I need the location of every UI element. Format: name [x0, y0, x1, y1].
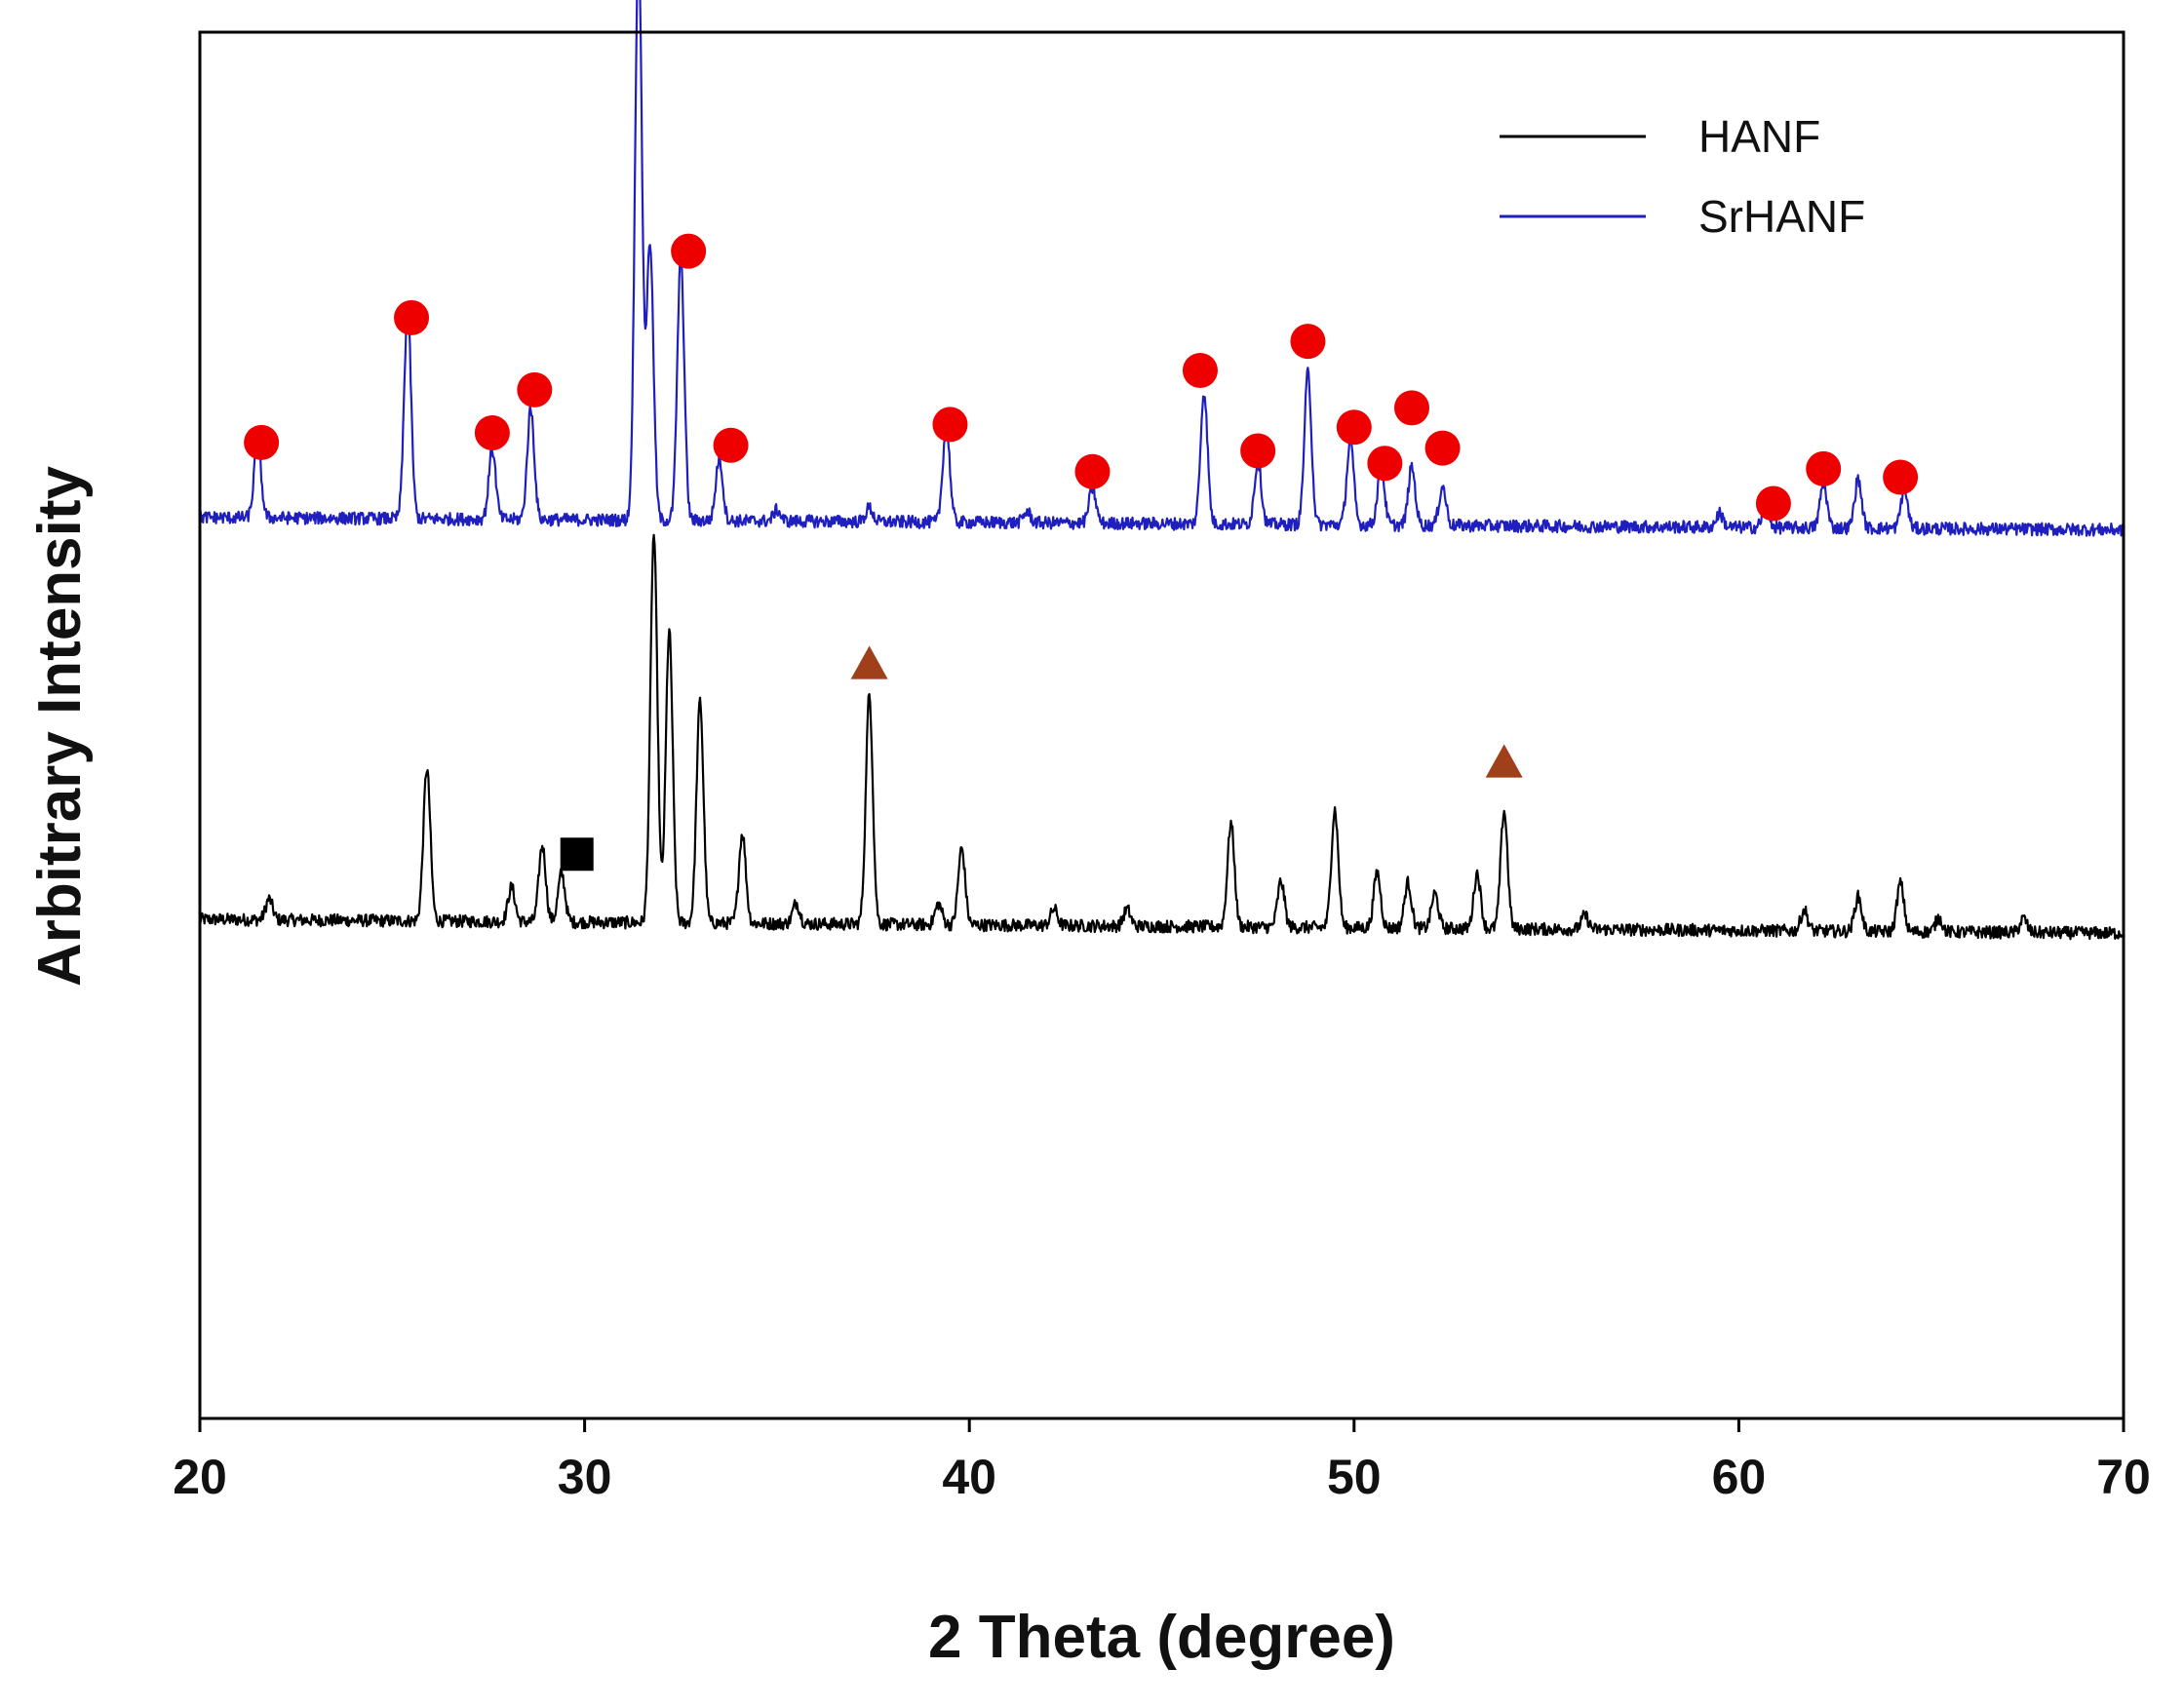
circle-marker — [1393, 390, 1429, 426]
circle-marker — [1755, 485, 1791, 522]
circle-marker — [1182, 352, 1218, 388]
square-marker — [560, 837, 594, 872]
circle-marker — [1290, 324, 1326, 360]
x-tick-label: 30 — [558, 1450, 612, 1504]
x-tick-label: 50 — [1327, 1450, 1382, 1504]
legend-label-srhanf: SrHANF — [1698, 191, 1865, 242]
circle-marker — [517, 371, 553, 407]
x-tick-label: 60 — [1712, 1450, 1767, 1504]
circle-marker — [1883, 459, 1919, 495]
series-line-hanf — [198, 533, 2126, 941]
circle-marker — [932, 407, 968, 443]
circle-marker — [394, 299, 430, 335]
triangle-marker — [1485, 744, 1523, 778]
y-axis-title: Arbitrary Intensity — [26, 465, 94, 987]
marker-layer — [244, 233, 1919, 872]
legend: HANF SrHANF — [1500, 111, 1865, 242]
circle-marker — [671, 233, 707, 269]
x-axis-ticks: 20 30 40 50 60 70 — [173, 1418, 2151, 1504]
circle-marker — [713, 427, 749, 463]
plot-area-frame — [198, 30, 2126, 1420]
circle-marker — [244, 424, 280, 460]
circle-marker — [1424, 430, 1461, 466]
legend-label-hanf: HANF — [1698, 111, 1820, 162]
circle-marker — [1806, 450, 1842, 486]
circle-marker — [474, 414, 510, 450]
triangle-marker — [850, 645, 888, 679]
series-line-srhanf — [198, 0, 2126, 537]
circle-marker — [1336, 409, 1372, 446]
circle-marker — [1240, 433, 1276, 469]
x-tick-label: 20 — [173, 1450, 227, 1504]
circle-marker — [1367, 446, 1403, 482]
x-tick-label: 40 — [942, 1450, 996, 1504]
x-tick-label: 70 — [2096, 1450, 2151, 1504]
x-axis-title: 2 Theta (degree) — [928, 1604, 1395, 1671]
circle-marker — [1074, 453, 1111, 489]
series-layer — [198, 0, 2126, 941]
